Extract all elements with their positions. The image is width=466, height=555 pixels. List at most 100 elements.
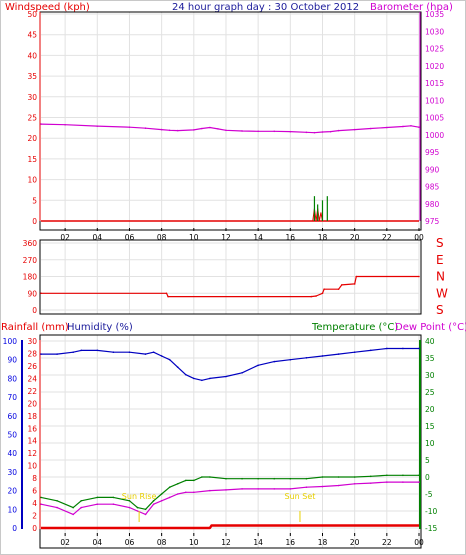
windspeed-tick-label: 5 <box>32 196 37 205</box>
humidity-point <box>176 366 179 368</box>
sun-annotation-label: Sun Set <box>285 492 316 501</box>
rainfall-tick-label: 18 <box>27 412 37 421</box>
barometer-point <box>321 131 324 133</box>
dewpoint-point <box>321 485 324 488</box>
direction-tick-label: 360 <box>23 239 38 248</box>
windspeed-tick-label: 20 <box>27 134 37 143</box>
temperature-point <box>369 475 372 478</box>
x-tick-label: 04 <box>93 233 103 242</box>
direction-tick-label: 0 <box>32 306 37 315</box>
barometer-point <box>209 126 211 129</box>
temperature-tick-label: 40 <box>425 337 435 346</box>
x-tick-label: 02 <box>60 538 70 547</box>
wind-direction-point <box>323 288 325 290</box>
dewpoint-point <box>209 489 211 492</box>
dewpoint-point <box>128 506 131 509</box>
barometer-tick-label: 990 <box>425 165 440 174</box>
rainfall-tick-label: 2 <box>32 512 37 521</box>
humidity-tick-label: 50 <box>7 431 17 440</box>
humidity-point <box>128 351 131 354</box>
rainfall-tick-label: 22 <box>27 387 37 396</box>
humidity-point <box>209 377 211 380</box>
humidity-tick-label: 80 <box>7 374 17 383</box>
humidity-point <box>193 377 195 380</box>
barometer-point <box>217 128 219 130</box>
humidity-point <box>257 364 259 367</box>
compass-letter: E <box>436 253 444 267</box>
barometer-tick-label: 980 <box>425 200 440 209</box>
temperature-label: Temperature (°C) <box>311 322 398 333</box>
wind-direction-point <box>355 275 358 278</box>
x-tick-label: 10 <box>189 233 199 242</box>
temperature-point <box>56 500 58 502</box>
windspeed-tick-label: 15 <box>27 155 37 164</box>
temperature-tick-label: -10 <box>425 507 437 516</box>
windspeed-tick-label: 10 <box>27 176 37 185</box>
dewpoint-point <box>176 493 179 495</box>
humidity-tick-label: 100 <box>3 337 18 346</box>
humidity-point <box>152 351 155 354</box>
x-tick-label: 18 <box>318 233 328 242</box>
humidity-point <box>386 347 388 350</box>
humidity-point <box>201 379 203 382</box>
temperature-point <box>112 496 115 499</box>
wind-direction-frame <box>39 239 422 315</box>
sun-annotations: Sun Rise Sun Set <box>122 492 316 522</box>
x-tick-label: 00 <box>414 538 424 547</box>
barometer-point <box>337 129 340 132</box>
humidity-point <box>80 349 83 352</box>
x-tick-label: 12 <box>221 233 231 242</box>
barometer-point <box>176 129 179 132</box>
rainfall-label: Rainfall (mm) <box>1 322 69 333</box>
x-tick-label: 14 <box>253 233 263 242</box>
temperature-point <box>201 476 203 478</box>
humidity-point <box>40 353 42 355</box>
dewpoint-point <box>337 484 340 487</box>
bottom-panel-axis-labels: 0102030405060708090100024681012141618202… <box>3 337 438 533</box>
rainfall-tick-label: 4 <box>32 499 37 508</box>
temperature-point <box>152 500 155 502</box>
humidity-tick-label: 60 <box>7 412 17 421</box>
temperature-line <box>40 474 419 510</box>
barometer-point <box>257 130 259 133</box>
barometer-tick-label: 1020 <box>425 62 444 71</box>
bottom-panel-time-labels: 02 04 06 08 10 12 14 16 18 20 22 00 <box>60 533 424 547</box>
temperature-point <box>305 477 308 480</box>
rainfall-tick-label: 26 <box>27 362 37 371</box>
dewpoint-point <box>241 488 243 490</box>
wind-direction-point <box>315 295 317 297</box>
temperature-tick-label: 25 <box>425 388 435 397</box>
barometer-tick-label: 995 <box>425 148 440 157</box>
rainfall-tick-label: 20 <box>27 399 37 408</box>
rainfall-tick-label: 28 <box>27 349 37 358</box>
temperature-point <box>289 477 292 480</box>
barometer-point <box>418 126 420 128</box>
wind-direction-point <box>321 292 324 295</box>
temperature-tick-label: -15 <box>425 524 437 533</box>
barometer-tick-label: 1030 <box>425 27 444 36</box>
direction-tick-label: 90 <box>27 289 37 298</box>
direction-tick-label: 180 <box>23 273 38 282</box>
rainfall-tick-label: 30 <box>27 337 37 346</box>
barometer-point <box>241 130 243 132</box>
x-tick-label: 06 <box>125 538 135 547</box>
barometer-point <box>369 127 372 130</box>
temperature-point <box>209 476 211 478</box>
humidity-tick-label: 20 <box>7 487 17 496</box>
rainfall-tick-label: 14 <box>27 437 37 446</box>
barometer-point <box>225 129 227 132</box>
temperature-point <box>72 506 74 509</box>
humidity-label: Humidity (%) <box>67 322 133 333</box>
humidity-point <box>112 351 115 354</box>
barometer-point <box>410 124 412 127</box>
compass-letter: W <box>436 286 448 300</box>
barometer-point <box>40 123 42 125</box>
dewpoint-point <box>152 503 155 506</box>
humidity-point <box>305 357 308 359</box>
temperature-point <box>96 496 99 499</box>
barometer-tick-label: 1035 <box>425 10 444 19</box>
bottom-panel-grid <box>41 335 420 548</box>
barometer-point <box>329 130 332 133</box>
barometer-tick-label: 975 <box>425 217 440 226</box>
